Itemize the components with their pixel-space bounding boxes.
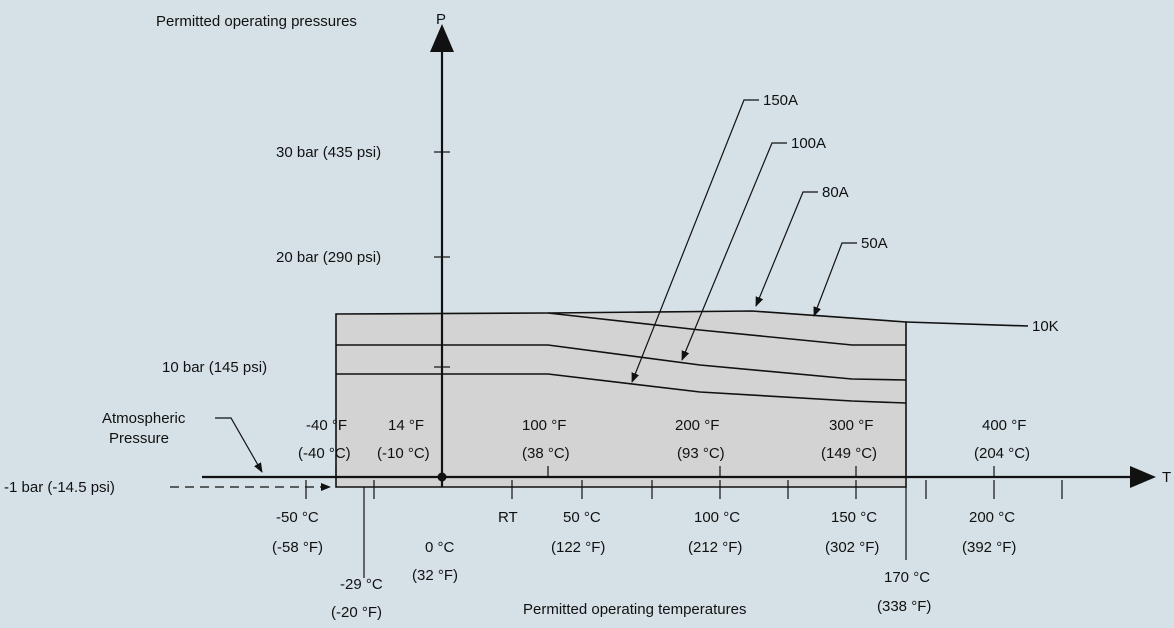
curve-label-10k: 10K [1032,318,1059,335]
bottom-temp-f: (392 °F) [962,539,1016,556]
curve-100a-line [336,344,907,381]
bottom-temp-c: -29 °C [340,576,383,593]
curve-80a-line [547,312,906,346]
top-temp-c: (38 °C) [522,445,570,462]
bottom-temp-c: RT [498,509,518,526]
pressure-axis-symbol: P [436,11,446,28]
temperature-axis-title: Permitted operating temperatures [523,601,746,618]
leader-50a [813,242,857,317]
pressure-label-30: 30 bar (435 psi) [276,144,381,161]
bottom-temp-c: -50 °C [276,509,319,526]
bottom-temp-f: (302 °F) [825,539,879,556]
temperature-ticks [305,466,1063,499]
top-temp-c: (-10 °C) [377,445,430,462]
bottom-temp-f: (32 °F) [412,567,458,584]
top-temp-f: 400 °F [982,417,1026,434]
bottom-temp-c: 150 °C [831,509,877,526]
curve-label-50a: 50A [861,235,888,252]
curve-label-150a: 150A [763,92,798,109]
atmospheric-label-line1: Atmospheric [102,410,186,427]
bottom-temp-c: 50 °C [563,509,601,526]
top-temp-f: 200 °F [675,417,719,434]
bottom-temp-f: (338 °F) [877,598,931,615]
top-temperature-labels: -40 °F (-40 °C) 14 °F (-10 °C) 100 °F (3… [298,417,1030,462]
atmospheric-label-line2: Pressure [109,430,169,447]
pressure-label-20: 20 bar (290 psi) [276,249,381,266]
bottom-temp-f: (-20 °F) [331,604,382,621]
temperature-axis-arrow-icon [1130,466,1156,488]
curve-150a-line [336,373,907,404]
pressure-label-minus-1: -1 bar (-14.5 psi) [4,479,115,496]
bottom-temp-c: 0 °C [425,539,455,556]
bottom-temp-f: (212 °F) [688,539,742,556]
bottom-temp-f: (122 °F) [551,539,605,556]
atmospheric-pressure-leader [215,417,263,473]
temperature-axis-symbol: T [1162,469,1171,486]
top-temp-c: (204 °C) [974,445,1030,462]
bottom-temp-c: 170 °C [884,569,930,586]
pressure-axis-title: Permitted operating pressures [156,13,357,30]
leader-100a [681,142,787,361]
top-temp-c: (149 °C) [821,445,877,462]
top-temp-c: (93 °C) [677,445,725,462]
top-temp-f: 100 °F [522,417,566,434]
bottom-temp-f: (-58 °F) [272,539,323,556]
top-temp-f: -40 °F [306,417,347,434]
bottom-temp-c: 100 °C [694,509,740,526]
leader-150a [631,99,759,383]
curve-label-100a: 100A [791,135,826,152]
top-temp-f: 300 °F [829,417,873,434]
curve-10k-line [905,321,1029,327]
bottom-temperature-labels: -50 °C (-58 °F) -29 °C (-20 °F) 0 °C (32… [272,509,1016,621]
top-temp-c: (-40 °C) [298,445,351,462]
pressure-label-10: 10 bar (145 psi) [162,359,267,376]
top-temp-f: 14 °F [388,417,424,434]
pressure-axis-arrow-icon [430,24,454,52]
curve-label-80a: 80A [822,184,849,201]
leader-80a [755,191,818,307]
origin-dot [437,472,447,482]
bottom-temp-c: 200 °C [969,509,1015,526]
